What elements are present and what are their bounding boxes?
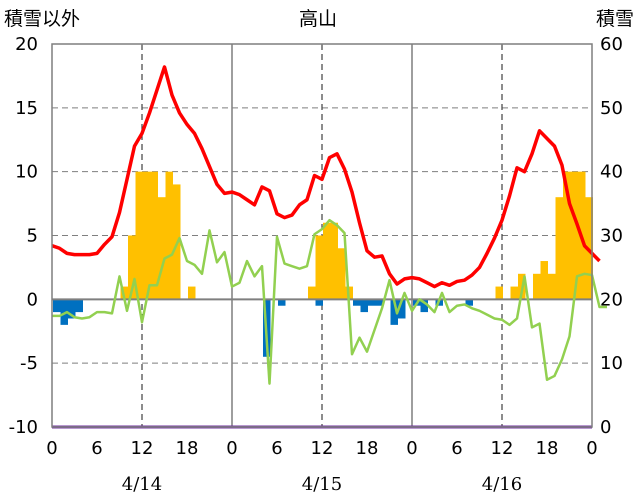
blue-bar: [353, 299, 361, 306]
orange-bar: [315, 235, 323, 300]
x-tick-label: 0: [226, 438, 237, 459]
orange-bar: [563, 171, 571, 300]
orange-bar: [338, 248, 346, 300]
blue-bar: [465, 299, 473, 306]
left-tick-label: -10: [9, 417, 38, 438]
x-tick-label: 6: [451, 438, 462, 459]
orange-bar: [495, 286, 503, 300]
left-tick-label: 15: [15, 98, 38, 119]
right-tick-label: 50: [600, 98, 623, 119]
left-tick-label: 10: [15, 162, 38, 183]
right-axis-title: 積雪: [596, 8, 634, 30]
x-tick-label: 12: [311, 438, 334, 459]
orange-bar: [555, 197, 563, 300]
right-tick-label: 60: [600, 34, 623, 55]
orange-bar: [308, 286, 316, 300]
x-tick-label: 18: [536, 438, 559, 459]
plot-frame: [51, 43, 593, 428]
right-tick-label: 20: [600, 289, 623, 310]
orange-bar: [158, 197, 166, 300]
orange-bar: [188, 286, 196, 300]
right-tick-label: 10: [600, 353, 623, 374]
x-tick-label: 6: [271, 438, 282, 459]
plot-area: [51, 43, 607, 429]
orange-bar: [540, 261, 548, 300]
blue-bar: [375, 299, 383, 306]
blue-bar: [360, 299, 368, 313]
orange-bar: [330, 222, 338, 300]
x-tick-label: 18: [176, 438, 199, 459]
red-series-line: [51, 65, 601, 289]
x-tick-label: 0: [586, 438, 597, 459]
orange-bar: [510, 286, 518, 300]
orange-bar: [128, 235, 136, 300]
orange-bar: [548, 273, 556, 300]
x-tick-label: 18: [356, 438, 379, 459]
left-tick-label: -5: [20, 353, 38, 374]
orange-bar: [533, 273, 541, 300]
orange-bar: [150, 171, 158, 300]
orange-bar: [143, 171, 151, 300]
chart-title: 高山: [299, 8, 337, 30]
right-tick-label: 40: [600, 162, 623, 183]
date-label: 4/15: [302, 474, 342, 495]
blue-bar: [75, 299, 83, 313]
blue-bar: [368, 299, 376, 306]
orange-bar: [165, 171, 173, 300]
date-label: 4/14: [122, 474, 162, 495]
blue-bar: [398, 299, 406, 319]
left-tick-label: 20: [15, 34, 38, 55]
orange-bar: [135, 171, 143, 300]
x-tick-label: 0: [406, 438, 417, 459]
blue-bar: [53, 299, 61, 313]
x-tick-label: 12: [131, 438, 154, 459]
blue-bar: [390, 299, 398, 325]
x-tick-label: 0: [46, 438, 57, 459]
x-tick-label: 6: [91, 438, 102, 459]
blue-bar: [278, 299, 286, 306]
blue-bar: [315, 299, 323, 306]
orange-bar: [323, 222, 331, 300]
green-series-line: [52, 218, 607, 385]
blue-bar: [68, 299, 76, 319]
left-axis-title: 積雪以外: [4, 8, 80, 30]
x-tick-label: 12: [491, 438, 514, 459]
left-tick-label: 5: [27, 226, 38, 247]
right-tick-label: 30: [600, 226, 623, 247]
orange-bar: [570, 171, 578, 300]
blue-bar: [60, 299, 68, 325]
left-tick-label: 0: [27, 289, 38, 310]
right-tick-label: 0: [600, 417, 611, 438]
blue-bar: [420, 299, 428, 313]
date-label: 4/16: [482, 474, 522, 495]
